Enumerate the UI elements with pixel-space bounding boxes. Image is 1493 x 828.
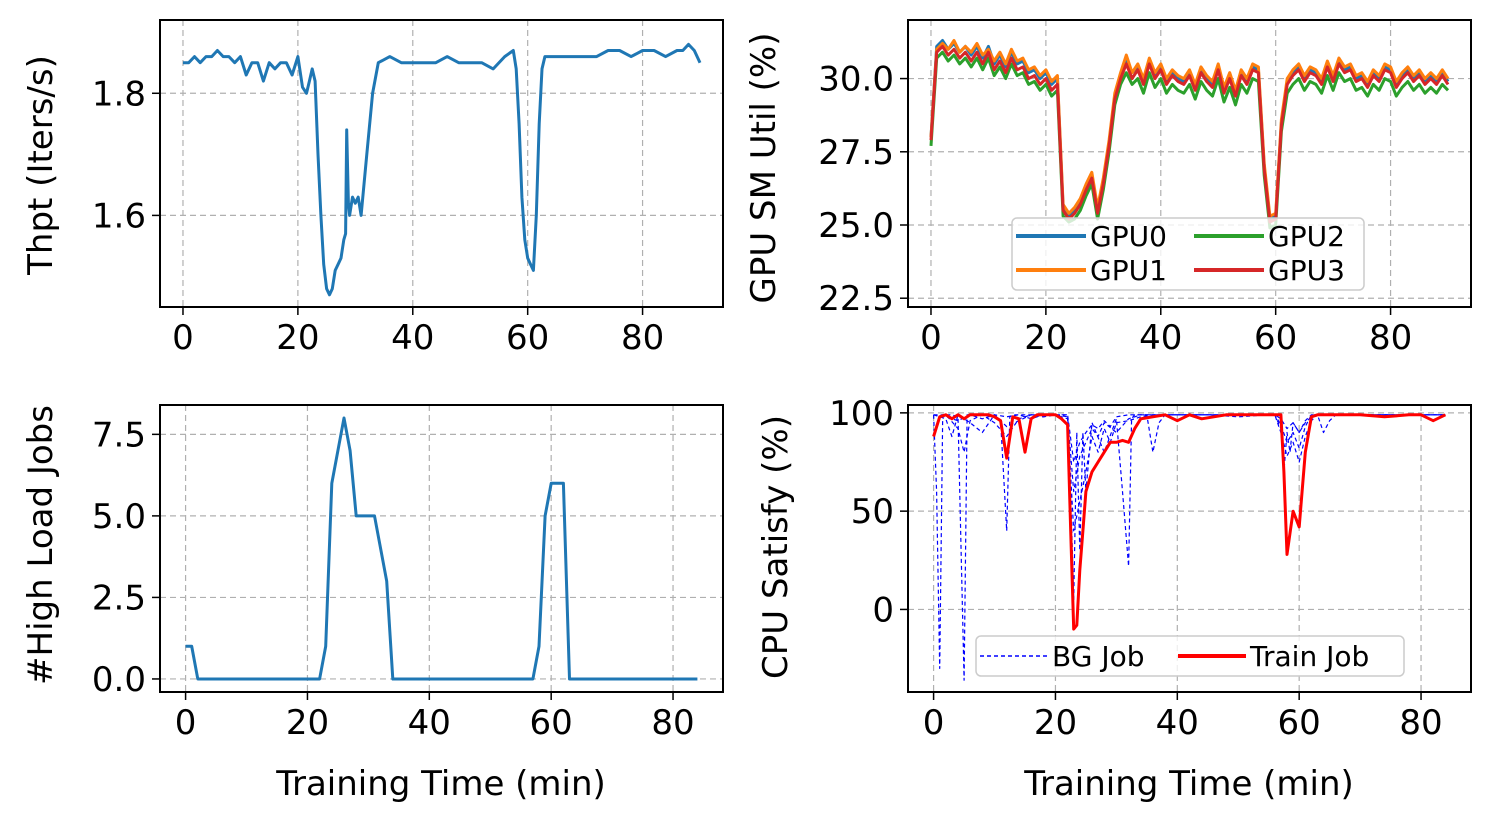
gpu2-legend-label: GPU2 bbox=[1268, 220, 1345, 253]
jobs-xtick-label-0: 0 bbox=[175, 703, 197, 743]
gpu-xtick-label-80: 80 bbox=[1369, 318, 1412, 358]
train-job-legend-label: Train Job bbox=[1249, 640, 1369, 673]
cpu-xtick-label-60: 60 bbox=[1278, 703, 1321, 743]
jobs-ytick-label-1: 2.5 bbox=[92, 578, 146, 618]
gpu-ytick-label-0: 22.5 bbox=[818, 279, 894, 319]
jobs-xtick-label-40: 40 bbox=[408, 703, 451, 743]
thpt-xtick-label-40: 40 bbox=[391, 318, 434, 358]
gpu-xtick-label-20: 20 bbox=[1024, 318, 1067, 358]
jobs-xtick-label-20: 20 bbox=[286, 703, 329, 743]
jobs-ticks: 0 20 40 60 80 0.0 2.5 5.0 7.5 bbox=[92, 415, 695, 743]
gpu-series-gpu2-2 bbox=[929, 50, 1450, 230]
throughput-lines bbox=[183, 42, 702, 297]
jobs-xlabel: Training Time (min) bbox=[275, 764, 606, 804]
thpt-xtick-label-0: 0 bbox=[172, 318, 194, 358]
gpu-ytick-label-2: 27.5 bbox=[818, 133, 894, 173]
throughput-ticks: 0 20 40 60 80 1.6 1.8 bbox=[92, 74, 664, 358]
thpt-series-thpt-0 bbox=[183, 42, 702, 297]
throughput-panel: 0 20 40 60 80 1.6 1.8 Thpt (Iters/s) bbox=[21, 19, 724, 358]
cpu-ytick-label-1: 50 bbox=[851, 492, 894, 532]
cpu-xtick-label-20: 20 bbox=[1034, 703, 1077, 743]
high-load-jobs-panel: 0 20 40 60 80 0.0 2.5 5.0 7.5 #High Load Jobs Tr… bbox=[21, 404, 724, 804]
cpu-ytick-label-0: 0 bbox=[872, 590, 894, 630]
gpu-util-panel: 0 20 40 60 80 22.5 25.0 27.5 30.0 GPU SM Util (%… bbox=[744, 19, 1472, 358]
jobs-xtick-label-60: 60 bbox=[530, 703, 573, 743]
cpu-xtick-label-0: 0 bbox=[923, 703, 945, 743]
thpt-xtick-label-60: 60 bbox=[506, 318, 549, 358]
cpu-ytick-label-2: 100 bbox=[829, 394, 894, 434]
jobs-ytick-label-0: 0.0 bbox=[92, 660, 146, 700]
gpu-legend: GPU0 GPU1 GPU2 GPU3 bbox=[1011, 217, 1365, 291]
jobs-ylabel: #High Load Jobs bbox=[21, 405, 61, 685]
jobs-series-jobs-0 bbox=[185, 416, 698, 681]
thpt-ytick-label-1: 1.8 bbox=[92, 74, 146, 114]
cpu-series-bg-job-2 bbox=[933, 414, 1446, 493]
gpu-legend-box bbox=[1011, 217, 1365, 291]
cpu-series-bg-job-1 bbox=[933, 414, 1446, 532]
gpu-ticks: 0 20 40 60 80 22.5 25.0 27.5 30.0 bbox=[818, 60, 1412, 358]
gpu1-legend-label: GPU1 bbox=[1090, 254, 1167, 287]
cpu-series-bg-job-0 bbox=[933, 414, 1446, 681]
gpu-ytick-label-1: 25.0 bbox=[818, 206, 894, 246]
gpu-axes-frame bbox=[907, 19, 1472, 308]
gpu-lines bbox=[929, 39, 1450, 230]
gpu-ytick-label-3: 30.0 bbox=[818, 60, 894, 100]
gpu-xtick-label-40: 40 bbox=[1139, 318, 1182, 358]
cpu-ylabel: CPU Satisfy (%) bbox=[756, 415, 796, 679]
thpt-xtick-label-80: 80 bbox=[621, 318, 664, 358]
gpu-ylabel: GPU SM Util (%) bbox=[744, 32, 784, 303]
cpu-axes-frame bbox=[907, 404, 1472, 693]
cpu-legend: BG Job Train Job bbox=[975, 635, 1405, 677]
thpt-xtick-label-20: 20 bbox=[276, 318, 319, 358]
jobs-ytick-label-2: 5.0 bbox=[92, 497, 146, 537]
jobs-lines bbox=[185, 416, 698, 681]
jobs-gridlines bbox=[160, 405, 723, 692]
cpu-series-bg-job-3 bbox=[933, 414, 1446, 463]
gpu3-legend-label: GPU3 bbox=[1268, 254, 1345, 287]
bg-job-legend-label: BG Job bbox=[1052, 640, 1144, 673]
thpt-ytick-label-0: 1.6 bbox=[92, 196, 146, 236]
gpu-series-gpu3-3 bbox=[929, 44, 1450, 224]
cpu-lines bbox=[932, 413, 1447, 681]
gpu-xtick-label-60: 60 bbox=[1254, 318, 1297, 358]
jobs-axes-frame bbox=[159, 404, 724, 693]
gpu-xtick-label-0: 0 bbox=[920, 318, 942, 358]
cpu-xtick-label-40: 40 bbox=[1156, 703, 1199, 743]
gpu0-legend-label: GPU0 bbox=[1090, 220, 1167, 253]
cpu-ticks: 0 20 40 60 80 0 50 100 bbox=[829, 394, 1443, 743]
throughput-ylabel: Thpt (Iters/s) bbox=[21, 55, 61, 276]
cpu-xtick-label-80: 80 bbox=[1399, 703, 1442, 743]
throughput-gridlines bbox=[160, 20, 723, 307]
gpu-series-gpu1-1 bbox=[929, 39, 1450, 218]
cpu-xlabel: Training Time (min) bbox=[1023, 764, 1354, 804]
cpu-series-train-job-4 bbox=[932, 413, 1447, 631]
throughput-axes-frame bbox=[159, 19, 724, 308]
cpu-satisfy-panel: 0 20 40 60 80 0 50 100 CPU Satisfy (%) Training… bbox=[756, 394, 1472, 804]
jobs-xtick-label-80: 80 bbox=[651, 703, 694, 743]
cpu-gridlines bbox=[908, 405, 1471, 692]
jobs-ytick-label-3: 7.5 bbox=[92, 415, 146, 455]
